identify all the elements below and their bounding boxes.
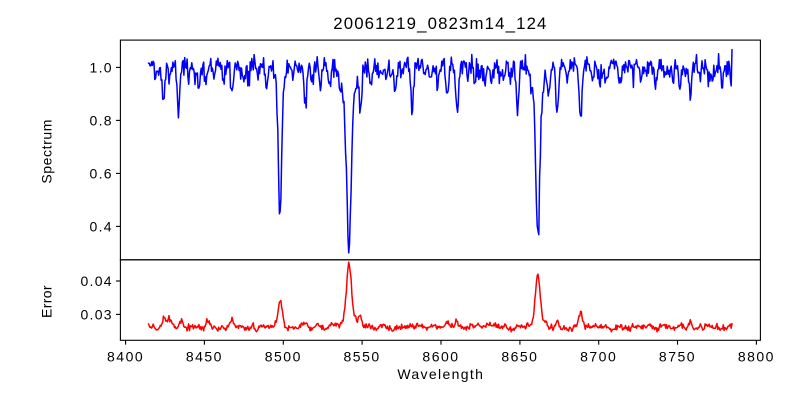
svg-text:0.04: 0.04 [80,273,112,289]
svg-text:8750: 8750 [659,349,696,365]
svg-text:Spectrum: Spectrum [39,119,55,184]
svg-text:0.6: 0.6 [90,165,113,181]
svg-text:0.8: 0.8 [90,112,113,128]
svg-text:8500: 8500 [265,349,302,365]
svg-text:8800: 8800 [738,349,775,365]
svg-text:8650: 8650 [501,349,538,365]
svg-text:8450: 8450 [186,349,223,365]
svg-text:0.4: 0.4 [90,218,113,234]
svg-text:Error: Error [39,285,55,318]
svg-text:0.03: 0.03 [80,306,112,322]
svg-text:8400: 8400 [107,349,144,365]
svg-text:Wavelength: Wavelength [397,366,484,382]
svg-text:8700: 8700 [580,349,617,365]
svg-text:8600: 8600 [422,349,459,365]
svg-text:1.0: 1.0 [90,59,113,75]
svg-text:8550: 8550 [344,349,381,365]
svg-text:20061219_0823m14_124: 20061219_0823m14_124 [333,14,547,33]
